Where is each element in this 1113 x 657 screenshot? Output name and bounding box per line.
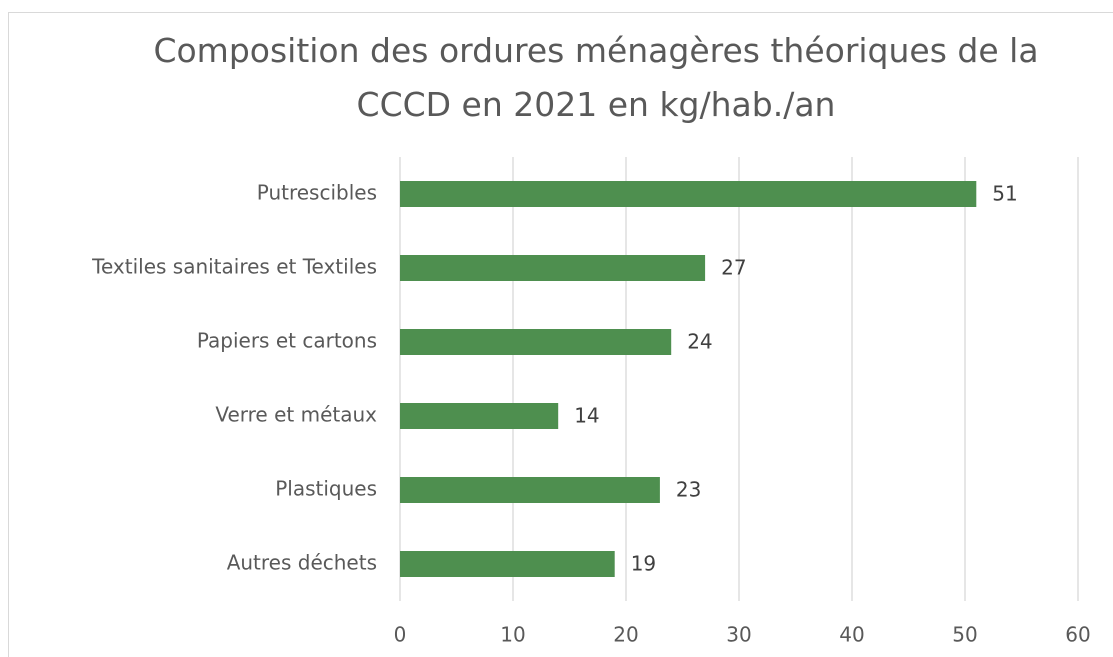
data-label: 23 (676, 478, 701, 502)
x-tick-label: 0 (394, 623, 407, 647)
bar (400, 181, 977, 207)
y-tick-label: Plastiques (275, 477, 377, 501)
data-label: 51 (992, 182, 1017, 206)
chart-title: Composition des ordures ménagères théori… (153, 31, 1039, 124)
bar (400, 329, 672, 355)
y-tick-label: Papiers et cartons (197, 329, 377, 353)
x-tick-label: 40 (839, 623, 864, 647)
y-tick-label: Putrescibles (257, 181, 377, 205)
bar (400, 403, 559, 429)
x-tick-label: 50 (952, 623, 977, 647)
x-tick-label: 60 (1065, 623, 1090, 647)
bar (400, 255, 706, 281)
data-label: 24 (687, 330, 712, 354)
bar (400, 477, 660, 503)
y-tick-label: Verre et métaux (215, 403, 377, 427)
x-tick-label: 30 (726, 623, 751, 647)
x-tick-label: 20 (613, 623, 638, 647)
y-tick-label: Autres déchets (227, 551, 377, 575)
y-tick-label: Textiles sanitaires et Textiles (91, 255, 377, 279)
chart-border (8, 12, 1113, 657)
data-label: 27 (721, 256, 746, 280)
x-tick-label: 10 (500, 623, 525, 647)
bar (400, 551, 615, 577)
data-label: 19 (631, 552, 656, 576)
data-label: 14 (574, 404, 599, 428)
